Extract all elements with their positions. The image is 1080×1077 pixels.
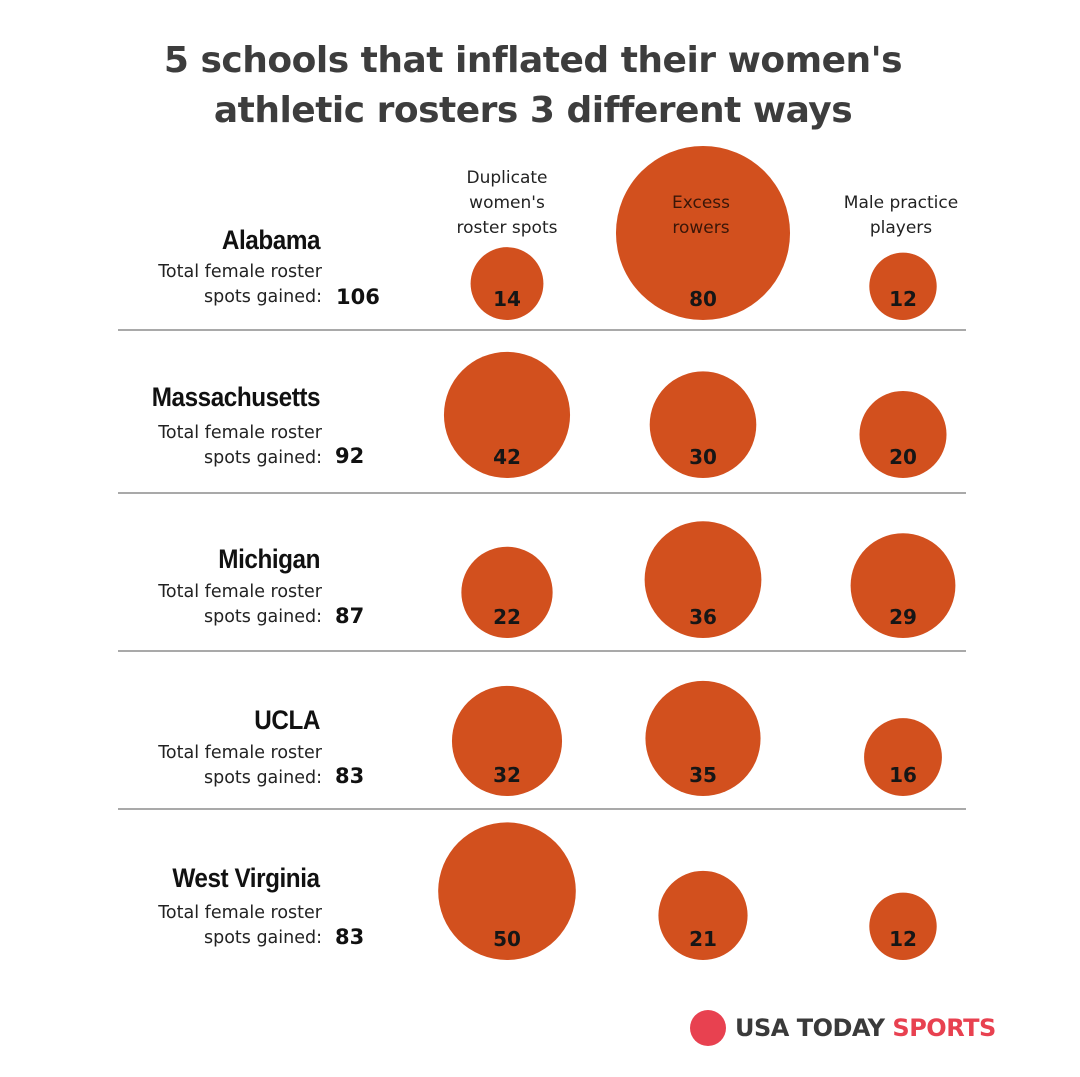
- bubble-value-label: 16: [889, 763, 917, 787]
- total-label: Total female roster spots gained:: [158, 260, 322, 310]
- total-value-massachusetts: 92: [335, 444, 365, 468]
- column-header-line: rowers: [672, 218, 730, 238]
- bubble-value-label: 14: [493, 287, 521, 311]
- bubble-michigan-1: [644, 521, 762, 638]
- row-divider: [118, 808, 966, 810]
- usa-today-sports-logo: USA TODAY SPORTS: [690, 1008, 996, 1048]
- bubble-value-label: 12: [889, 927, 917, 951]
- bubble-ucla-1: [645, 680, 761, 796]
- chart-title: 5 schools that inflated their women's at…: [0, 36, 1066, 136]
- bubble-michigan-2: [850, 533, 956, 638]
- bubble-west-virginia-1: [658, 870, 748, 961]
- bubble-value-label: 12: [889, 287, 917, 311]
- total-label: Total female roster spots gained:: [158, 901, 322, 951]
- school-name-michigan: Michigan: [218, 544, 320, 574]
- total-label-line: Total female roster: [158, 903, 322, 923]
- total-label-line: Total female roster: [158, 262, 322, 282]
- bubble-ucla-0: [451, 685, 563, 796]
- column-header-line: roster spots: [456, 218, 558, 238]
- bubble-value-label: 50: [493, 927, 521, 951]
- title-line-2: athletic rosters 3 different ways: [213, 90, 853, 131]
- school-name-west-virginia: West Virginia: [172, 863, 321, 893]
- bubble-value-label: 22: [493, 605, 521, 629]
- bubble-massachusetts-0: [443, 351, 571, 478]
- total-label-line: Total female roster: [158, 743, 322, 763]
- total-value-alabama: 106: [336, 285, 380, 309]
- total-label-line: spots gained:: [203, 287, 322, 307]
- total-label-line: Total female roster: [158, 423, 322, 443]
- total-label: Total female roster spots gained:: [158, 580, 322, 630]
- bubble-value-label: 36: [689, 605, 717, 629]
- column-header-line: Male practice: [843, 193, 959, 213]
- total-label-line: spots gained:: [203, 768, 322, 788]
- title-line-1: 5 schools that inflated their women's: [163, 40, 903, 81]
- column-header-line: Excess: [671, 193, 731, 213]
- total-label-line: spots gained:: [203, 607, 322, 627]
- bubble-massachusetts-2: [859, 390, 947, 478]
- bubble-west-virginia-2: [869, 892, 937, 961]
- bubble-alabama-1: [615, 145, 791, 320]
- school-name-ucla: UCLA: [254, 705, 320, 735]
- column-header-line: women's: [469, 193, 545, 213]
- bubble-west-virginia-0: [438, 822, 576, 960]
- bubble-value-label: 20: [889, 445, 917, 469]
- bubble-value-label: 35: [689, 763, 717, 787]
- total-label: Total female roster spots gained:: [158, 741, 322, 791]
- bubble-massachusetts-1: [649, 371, 757, 478]
- total-label-line: Total female roster: [158, 582, 322, 602]
- total-label-line: spots gained:: [203, 928, 322, 948]
- row-divider: [118, 492, 966, 494]
- bubble-value-label: 80: [689, 287, 717, 311]
- total-label: Total female roster spots gained:: [158, 421, 322, 471]
- bubble-alabama-0: [470, 247, 544, 320]
- bubble-value-label: 21: [689, 927, 717, 951]
- column-header-line: Duplicate: [466, 168, 548, 188]
- column-header-line: players: [869, 218, 933, 238]
- total-value-west-virginia: 83: [335, 925, 365, 949]
- total-label-line: spots gained:: [203, 448, 322, 468]
- row-divider: [118, 650, 966, 652]
- bubble-value-label: 32: [493, 763, 521, 787]
- column-header-male-practice: Male practice players: [826, 191, 976, 241]
- row-divider: [118, 329, 966, 331]
- logo-accent-text: SPORTS: [892, 1014, 996, 1042]
- total-value-michigan: 87: [335, 604, 365, 628]
- school-name-alabama: Alabama: [221, 225, 321, 255]
- bubble-value-label: 29: [889, 605, 917, 629]
- column-header-excess-rowers: Excess rowers: [631, 191, 771, 241]
- column-header-duplicate: Duplicate women's roster spots: [437, 166, 577, 241]
- bubble-value-label: 42: [493, 445, 521, 469]
- logo-wordmark: USA TODAY SPORTS: [735, 1014, 996, 1042]
- total-value-ucla: 83: [335, 764, 365, 788]
- bubble-michigan-0: [461, 546, 553, 638]
- school-name-massachusetts: Massachusetts: [151, 382, 321, 412]
- bubble-alabama-2: [869, 252, 937, 320]
- logo-dot-icon: [690, 1010, 726, 1046]
- bubble-value-label: 30: [689, 445, 717, 469]
- bubble-ucla-2: [864, 718, 942, 796]
- logo-main-text: USA TODAY: [735, 1014, 885, 1042]
